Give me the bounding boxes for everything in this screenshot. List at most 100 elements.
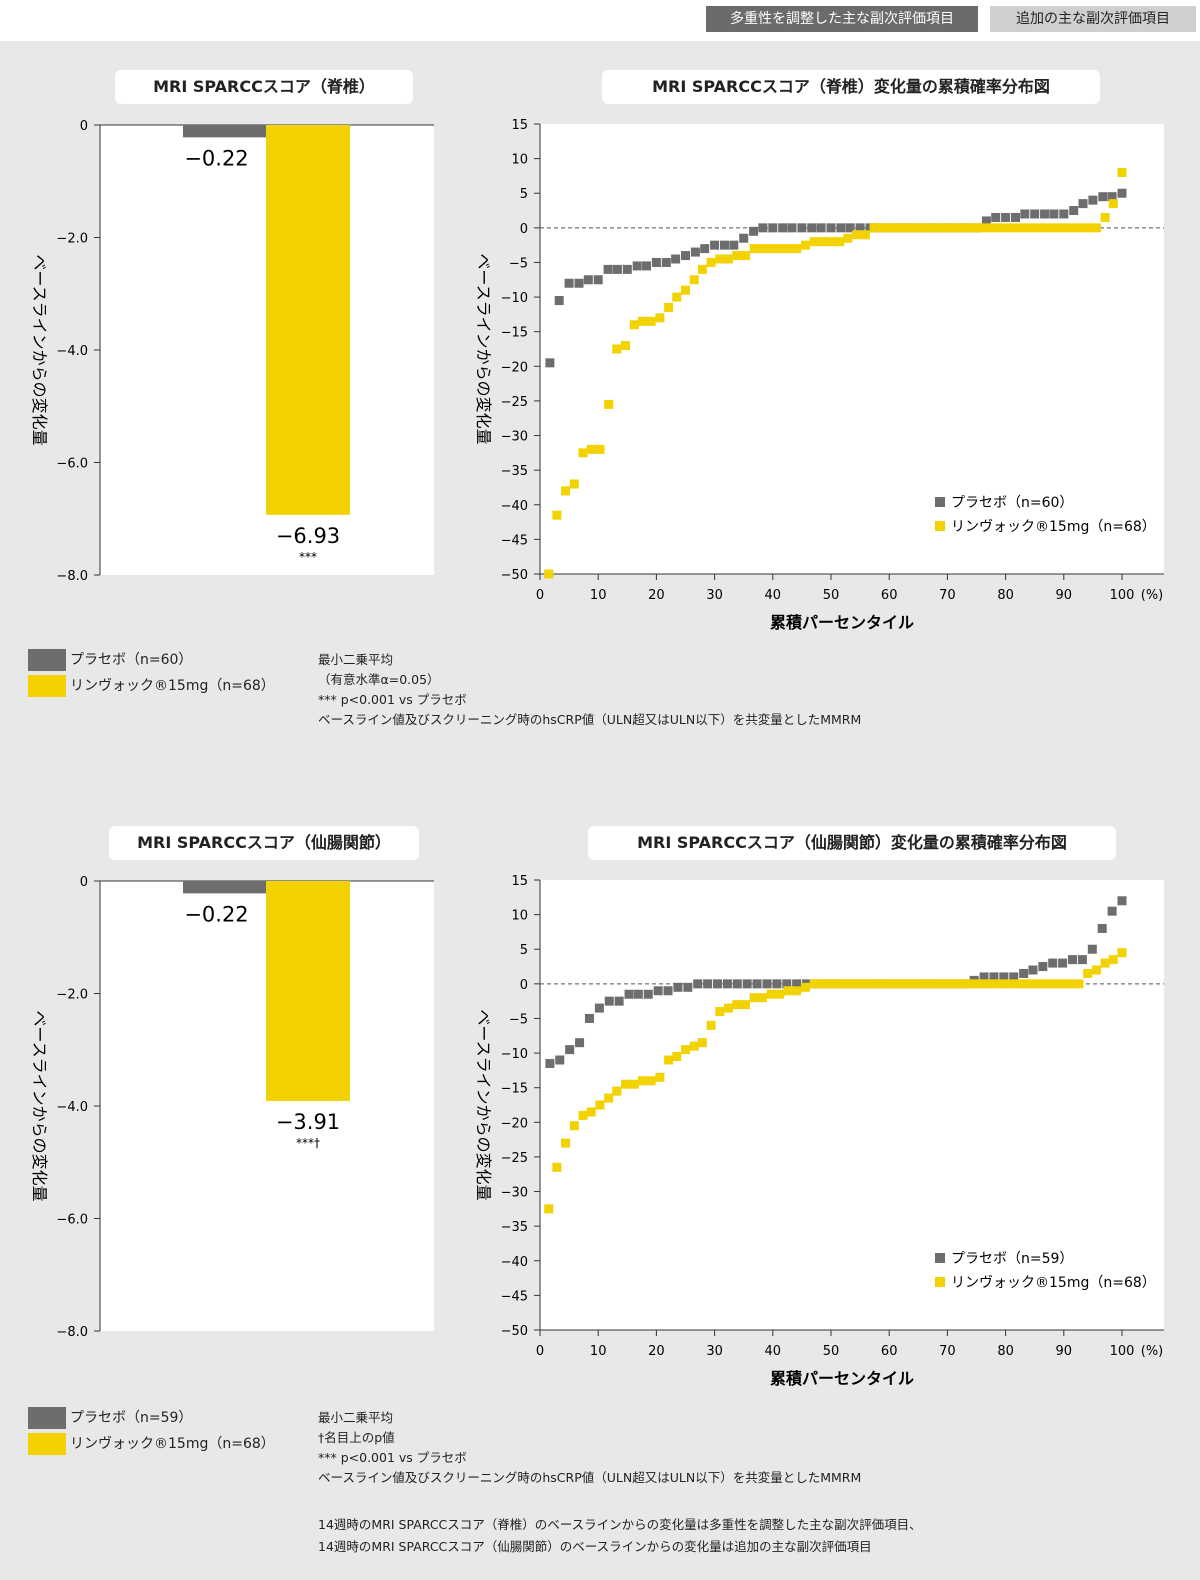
data-point-drug (903, 979, 913, 989)
tag-multiplicity-adjusted: 多重性を調整した主な副次評価項目 (706, 6, 978, 32)
data-point-drug (569, 479, 579, 489)
data-point-drug (757, 244, 767, 254)
y-tick-label: −6.0 (56, 1213, 88, 1228)
data-point-drug (646, 316, 656, 326)
x-tick-label: 90 (1056, 1344, 1073, 1359)
data-point-placebo (991, 212, 1001, 222)
x-tick-label: 20 (648, 1344, 665, 1359)
data-point-drug (1031, 223, 1041, 233)
data-point-placebo (1048, 958, 1058, 968)
data-point-placebo (575, 1038, 585, 1048)
y-tick-label: 0 (80, 119, 88, 134)
data-point-placebo (1117, 188, 1127, 198)
data-point-drug (1083, 968, 1093, 978)
data-point-drug (1057, 979, 1067, 989)
legend-marker-placebo (935, 1253, 945, 1263)
data-point-drug (1083, 223, 1093, 233)
x-tick-label: 0 (536, 1344, 544, 1359)
data-point-drug (552, 1162, 562, 1172)
data-point-placebo (1019, 968, 1029, 978)
data-point-placebo (612, 264, 622, 274)
y-tick-label: 10 (511, 153, 528, 168)
data-point-drug (578, 448, 588, 458)
data-point-drug (809, 979, 819, 989)
data-point-drug (920, 223, 930, 233)
data-point-placebo (703, 979, 713, 989)
data-point-drug (1040, 979, 1050, 989)
data-point-placebo (826, 223, 836, 233)
x-axis-label: 累積パーセンタイル (770, 1369, 914, 1388)
data-point-drug (963, 223, 973, 233)
data-point-drug (860, 230, 870, 240)
data-point-drug (689, 1041, 699, 1051)
data-point-drug (886, 223, 896, 233)
data-point-drug (1066, 223, 1076, 233)
data-point-drug (1100, 958, 1110, 968)
bar-drug (266, 125, 350, 515)
y-tick-label: −25 (501, 395, 528, 410)
data-point-drug (1117, 167, 1127, 177)
y-tick-label: −50 (501, 1324, 528, 1339)
note-line: 最小二乗平均 (318, 1410, 394, 1425)
data-point-drug (826, 979, 836, 989)
data-point-placebo (1107, 192, 1117, 202)
data-point-placebo (653, 986, 663, 996)
data-point-placebo (681, 251, 690, 261)
data-point-placebo (624, 989, 634, 999)
data-point-drug (1015, 223, 1025, 233)
data-point-drug (1048, 979, 1058, 989)
data-point-drug (937, 979, 947, 989)
data-point-drug (1091, 223, 1101, 233)
data-point-drug (629, 1079, 639, 1089)
data-point-drug (595, 444, 605, 454)
data-point-drug (1117, 948, 1127, 958)
tag-additional-endpoint: 追加の主な副次評価項目 (990, 6, 1196, 32)
data-point-drug (912, 223, 922, 233)
data-point-placebo (1078, 199, 1088, 209)
data-point-drug (1108, 199, 1118, 209)
data-point-drug (895, 979, 905, 989)
y-tick-label: −45 (501, 1289, 528, 1304)
data-point-placebo (683, 982, 693, 992)
bar-drug (266, 881, 350, 1101)
data-point-drug (1023, 979, 1033, 989)
data-point-drug (1006, 979, 1016, 989)
data-point-drug (937, 223, 947, 233)
data-point-drug (852, 979, 862, 989)
data-point-drug (612, 344, 622, 354)
note-line: ベースライン値及びスクリーニング時のhsCRP値（ULN超又はULN以下）を共変… (318, 712, 862, 727)
y-tick-label: −5 (509, 1012, 528, 1027)
bar-chart-title-spine: MRI SPARCCスコア（脊椎） (115, 70, 413, 104)
y-axis-label: ベースラインからの変化量 (474, 1009, 493, 1200)
y-tick-label: −20 (501, 1116, 528, 1131)
legend-label-drug: リンヴォック®15mg（n=68） (951, 518, 1156, 535)
data-point-placebo (816, 223, 826, 233)
data-point-drug (912, 979, 922, 989)
value-label-placebo: −0.22 (184, 146, 248, 170)
data-point-drug (1057, 223, 1067, 233)
data-point-drug (1074, 979, 1084, 989)
y-tick-label: −45 (501, 533, 528, 548)
data-point-drug (955, 979, 965, 989)
data-point-placebo (574, 278, 584, 288)
x-tick-label: 80 (997, 1344, 1014, 1359)
notes-sij: 最小二乗平均 †名目上のp値 *** p<0.001 vs プラセボ ベースライ… (318, 1408, 861, 1488)
x-tick-label: 100 (1110, 1344, 1135, 1359)
x-tick-label: 60 (881, 588, 898, 603)
data-point-drug (715, 254, 725, 264)
data-point-drug (672, 1052, 682, 1062)
data-point-drug (595, 1100, 605, 1110)
data-point-placebo (604, 996, 614, 1006)
data-point-drug (928, 223, 938, 233)
y-tick-label: −25 (501, 1151, 528, 1166)
data-point-drug (749, 244, 759, 254)
data-point-drug (928, 979, 938, 989)
data-point-drug (655, 1072, 665, 1082)
data-point-drug (569, 1121, 579, 1131)
data-point-placebo (700, 244, 710, 254)
data-point-placebo (762, 979, 772, 989)
data-point-placebo (1098, 192, 1108, 202)
data-point-drug (792, 986, 802, 996)
note-line: *** p<0.001 vs プラセボ (318, 692, 467, 707)
data-point-placebo (979, 972, 989, 982)
